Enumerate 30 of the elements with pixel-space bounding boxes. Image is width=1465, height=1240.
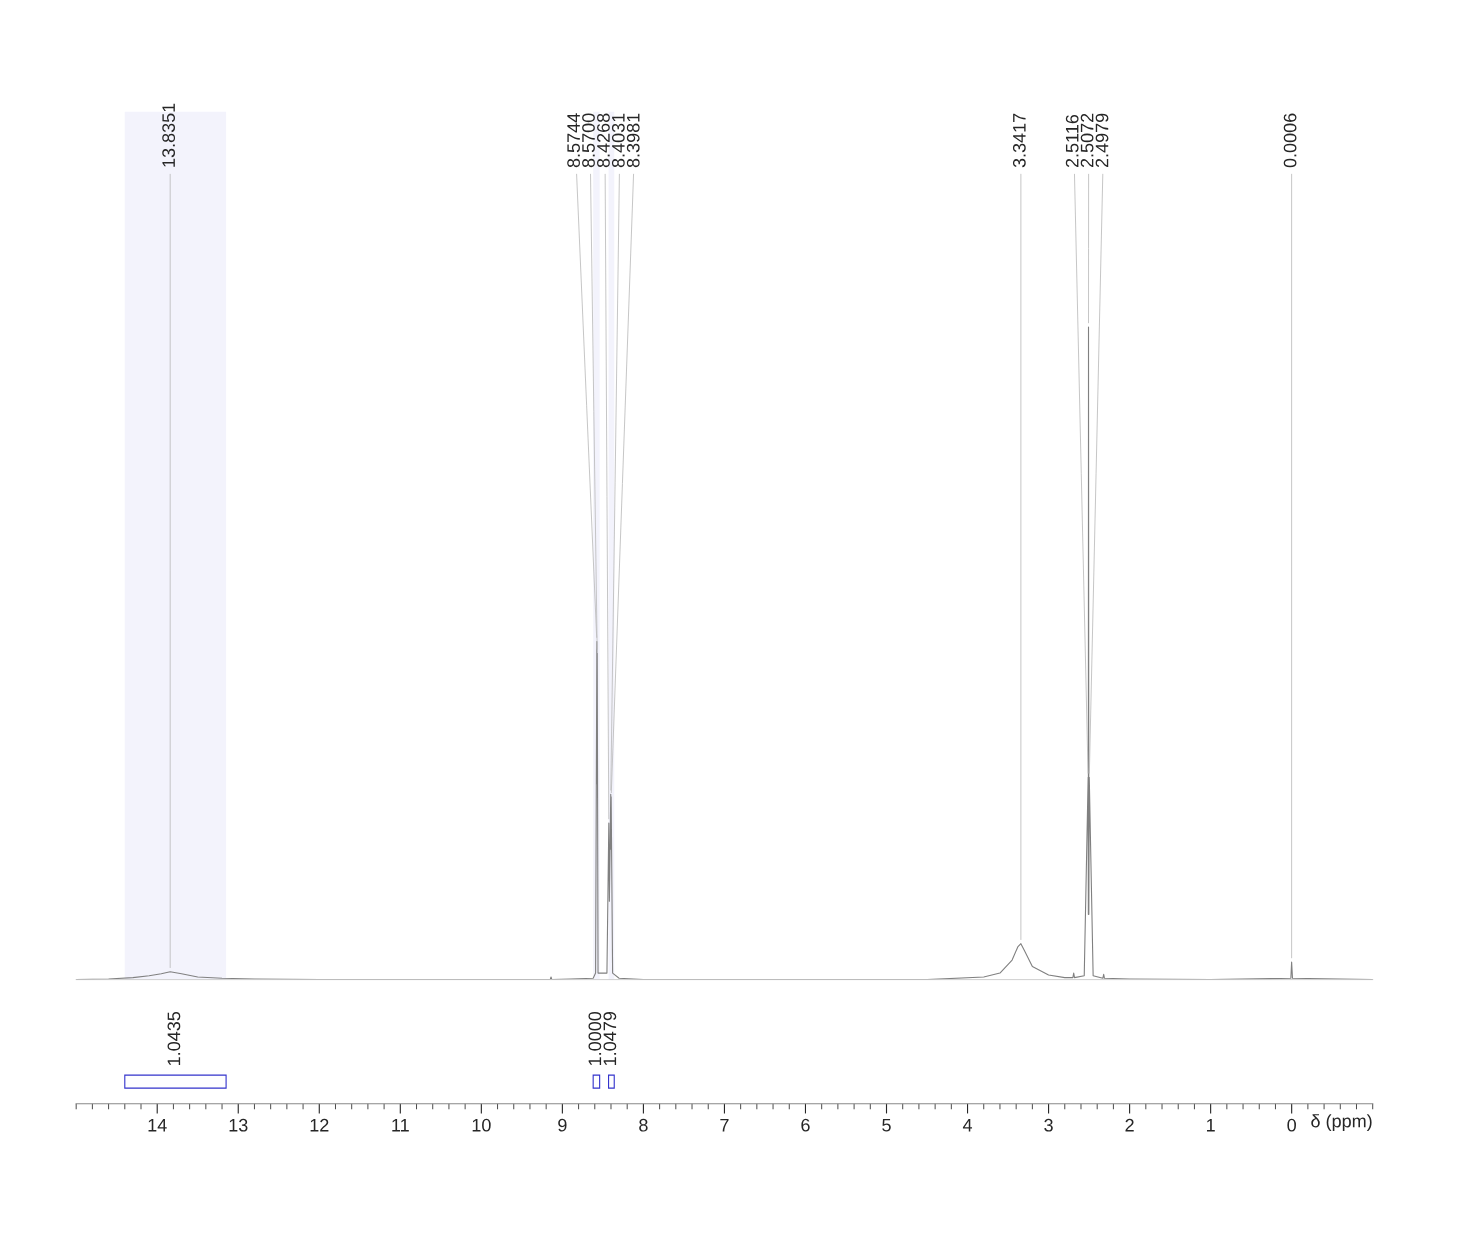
annotation: 0.0006 bbox=[1283, 113, 1297, 168]
band-label: 1.0479 bbox=[603, 1012, 617, 1066]
annotation: 3.3417 bbox=[1012, 113, 1026, 168]
x-tick-label: 5 bbox=[882, 1118, 891, 1132]
x-tick-label: 2 bbox=[1125, 1118, 1134, 1132]
annotation: 2.5072 bbox=[1080, 113, 1094, 168]
x-tick-label: 7 bbox=[720, 1118, 729, 1132]
band-label: 1.0000 bbox=[588, 1011, 602, 1066]
x-axis-title: δ (ppm) bbox=[1311, 1114, 1372, 1131]
band-label: 1.0435 bbox=[167, 1011, 181, 1066]
annotation: 8.4268 bbox=[597, 113, 610, 168]
x-tick-label: 3 bbox=[1044, 1118, 1053, 1132]
x-tick-label: 13 bbox=[229, 1118, 248, 1132]
annotation: 8.5744 bbox=[567, 113, 580, 168]
x-tick-label: 10 bbox=[472, 1118, 491, 1132]
x-tick-label: 1 bbox=[1207, 1118, 1215, 1132]
x-tick-label: 9 bbox=[558, 1118, 567, 1132]
x-tick-label: 11 bbox=[392, 1118, 409, 1132]
annotation: 8.4031 bbox=[611, 113, 625, 168]
x-tick-label: 0 bbox=[1287, 1118, 1296, 1132]
x-tick-label: 12 bbox=[310, 1118, 329, 1132]
x-tick-label: 14 bbox=[148, 1118, 167, 1132]
annotation: 8.5700 bbox=[582, 113, 595, 168]
annotation: 2.4979 bbox=[1095, 113, 1109, 168]
x-tick-label: 6 bbox=[801, 1118, 810, 1132]
annotation: 13.8351 bbox=[162, 103, 176, 167]
annotation: 8.3981 bbox=[626, 113, 640, 168]
annotation: 2.5116 bbox=[1065, 114, 1079, 168]
x-tick-label: 8 bbox=[639, 1118, 648, 1132]
x-tick-label: 4 bbox=[962, 1118, 973, 1132]
